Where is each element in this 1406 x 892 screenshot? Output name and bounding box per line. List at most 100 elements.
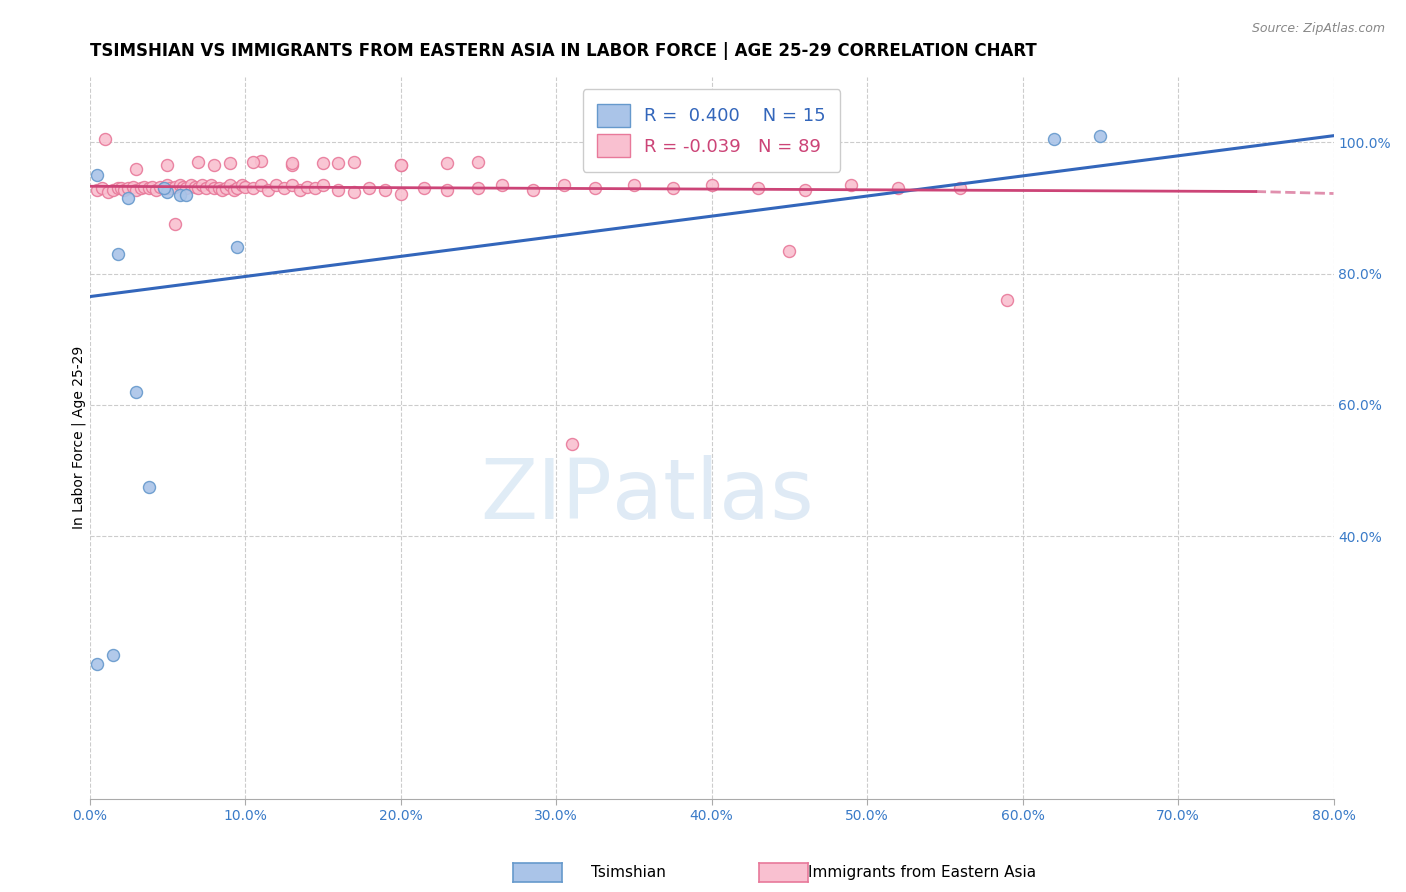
Point: [156, 178, 179, 192]
Point: [242, 181, 264, 195]
Point: [467, 155, 489, 169]
Point: [412, 181, 434, 195]
Point: [218, 156, 240, 170]
Point: [138, 480, 160, 494]
Point: [211, 183, 233, 197]
Point: [231, 178, 253, 192]
Point: [257, 183, 280, 197]
Text: Source: ZipAtlas.com: Source: ZipAtlas.com: [1251, 22, 1385, 36]
Point: [343, 155, 366, 169]
Point: [169, 178, 191, 192]
Point: [165, 218, 187, 232]
Point: [132, 180, 155, 194]
Point: [169, 187, 191, 202]
Point: [215, 181, 238, 195]
Point: [389, 158, 412, 172]
Point: [86, 657, 108, 672]
Point: [117, 181, 139, 195]
Point: [180, 178, 202, 192]
Point: [141, 180, 163, 194]
Point: [187, 181, 209, 195]
Point: [297, 180, 319, 194]
Point: [159, 181, 181, 195]
Point: [312, 178, 335, 192]
Point: [86, 168, 108, 182]
Point: [661, 181, 683, 195]
Point: [148, 180, 170, 194]
Point: [623, 178, 645, 192]
Text: TSIMSHIAN VS IMMIGRANTS FROM EASTERN ASIA IN LABOR FORCE | AGE 25-29 CORRELATION: TSIMSHIAN VS IMMIGRANTS FROM EASTERN ASI…: [90, 42, 1036, 60]
Point: [553, 178, 575, 192]
Point: [343, 185, 366, 199]
Point: [190, 178, 212, 192]
Point: [592, 135, 614, 149]
Point: [125, 161, 148, 176]
Point: [841, 178, 863, 192]
Point: [1090, 128, 1112, 143]
Point: [208, 181, 231, 195]
Point: [280, 178, 302, 192]
Point: [202, 181, 225, 195]
Point: [242, 155, 264, 169]
Point: [280, 158, 302, 172]
Point: [583, 181, 606, 195]
Point: [304, 181, 326, 195]
Point: [224, 183, 246, 197]
Point: [129, 181, 152, 195]
Point: [174, 181, 197, 195]
Point: [700, 178, 723, 192]
Point: [312, 156, 335, 170]
Point: [187, 155, 209, 169]
Point: [94, 132, 117, 146]
Point: [491, 178, 513, 192]
Point: [202, 158, 225, 172]
Point: [436, 183, 458, 197]
Point: [522, 183, 544, 197]
Point: [778, 244, 800, 258]
Point: [97, 185, 120, 199]
Point: [374, 183, 396, 197]
Point: [174, 187, 197, 202]
Point: [288, 183, 311, 197]
Point: [226, 240, 249, 254]
Point: [467, 181, 489, 195]
Point: [264, 178, 287, 192]
Point: [233, 180, 256, 194]
Point: [273, 181, 295, 195]
Point: [747, 181, 769, 195]
Point: [949, 181, 972, 195]
Text: Immigrants from Eastern Asia: Immigrants from Eastern Asia: [808, 865, 1036, 880]
Point: [195, 181, 218, 195]
Point: [107, 247, 129, 261]
Point: [184, 180, 207, 194]
Point: [561, 437, 583, 451]
Point: [138, 181, 160, 195]
Point: [995, 293, 1018, 307]
Point: [328, 156, 350, 170]
Point: [112, 183, 135, 197]
Point: [218, 178, 240, 192]
Text: Tsimshian: Tsimshian: [591, 865, 665, 880]
Point: [793, 183, 815, 197]
Point: [389, 158, 412, 172]
Point: [165, 180, 187, 194]
Text: ZIP: ZIP: [481, 455, 612, 536]
Legend: R =  0.400    N = 15, R = -0.039   N = 89: R = 0.400 N = 15, R = -0.039 N = 89: [583, 89, 841, 172]
Point: [359, 181, 381, 195]
Point: [887, 181, 910, 195]
Point: [200, 178, 222, 192]
Y-axis label: In Labor Force | Age 25-29: In Labor Force | Age 25-29: [72, 346, 86, 530]
Point: [125, 384, 148, 399]
Point: [145, 183, 167, 197]
Point: [153, 181, 176, 195]
Point: [117, 191, 139, 205]
Point: [91, 181, 114, 195]
Point: [280, 156, 302, 170]
Point: [101, 648, 124, 662]
Point: [107, 181, 129, 195]
Point: [328, 183, 350, 197]
Point: [172, 180, 194, 194]
Point: [436, 156, 458, 170]
Point: [101, 183, 124, 197]
Point: [156, 185, 179, 199]
